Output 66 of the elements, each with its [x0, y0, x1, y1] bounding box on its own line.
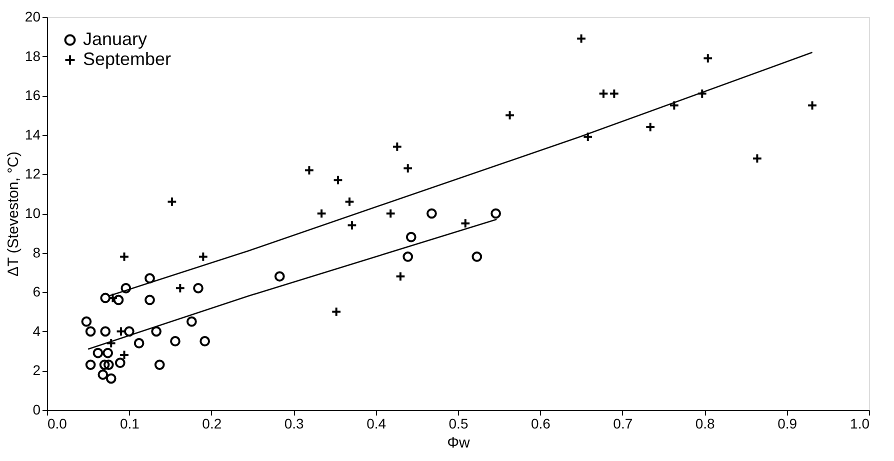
x-tick-label: 0.7 — [613, 416, 633, 432]
point — [166, 196, 178, 207]
point — [490, 208, 501, 219]
x-tick-label: 0.9 — [778, 416, 798, 432]
point — [174, 282, 186, 294]
point — [85, 326, 96, 337]
point — [85, 360, 96, 370]
point — [92, 348, 104, 358]
y-tick-label: 4 — [32, 322, 41, 339]
point — [144, 294, 155, 306]
x-tick-label: 0.3 — [284, 416, 304, 432]
point — [81, 316, 92, 327]
x-tick-label: 0.0 — [48, 416, 68, 432]
point — [406, 232, 416, 242]
point — [170, 336, 180, 346]
y-axis-title: ΔT (Steveston, °C) — [4, 152, 22, 276]
point — [186, 316, 197, 327]
point — [103, 360, 114, 370]
point — [402, 252, 414, 262]
point — [395, 271, 406, 282]
point — [106, 373, 116, 384]
point — [102, 348, 114, 358]
point — [200, 336, 210, 346]
y-tick-label: 2 — [32, 362, 41, 378]
x-tick-label: 0.6 — [530, 416, 551, 432]
y-tick-label: 8 — [32, 244, 41, 260]
x-tick-label: 0.8 — [695, 416, 716, 432]
point — [124, 326, 134, 337]
y-tick-label: 14 — [24, 126, 41, 142]
point — [154, 360, 165, 370]
y-tick-label: 12 — [24, 166, 41, 182]
legend-label: September — [83, 49, 172, 69]
y-tick-label: 18 — [24, 48, 41, 64]
point — [460, 218, 471, 229]
point — [332, 174, 344, 186]
point — [134, 338, 144, 348]
point — [402, 163, 414, 174]
y-tick-label: 6 — [32, 284, 41, 300]
point — [331, 306, 342, 317]
point — [98, 369, 108, 380]
x-tick-label: 0.5 — [448, 416, 468, 432]
legend-label: January — [83, 29, 148, 49]
point — [193, 282, 204, 294]
point — [807, 100, 818, 111]
x-tick-label: 0.2 — [202, 416, 222, 432]
y-tick-label: 0 — [32, 402, 41, 418]
x-tick-label: 0.4 — [366, 416, 386, 432]
point — [392, 142, 402, 152]
x-tick-label: 1.0 — [850, 416, 870, 432]
y-tick-label: 10 — [24, 205, 41, 221]
point — [274, 271, 285, 282]
y-tick-label: 20 — [24, 8, 41, 24]
point — [151, 326, 162, 337]
point — [113, 294, 124, 306]
x-tick-label: 0.1 — [120, 416, 140, 432]
point — [576, 33, 586, 44]
point — [100, 326, 111, 337]
point — [99, 360, 110, 370]
y-tick-label: 16 — [24, 87, 41, 104]
point — [144, 273, 155, 284]
point — [426, 208, 437, 219]
point — [120, 282, 132, 294]
point — [346, 220, 358, 230]
point — [472, 252, 482, 262]
point — [702, 53, 714, 64]
x-axis-title: Φw — [447, 434, 470, 452]
